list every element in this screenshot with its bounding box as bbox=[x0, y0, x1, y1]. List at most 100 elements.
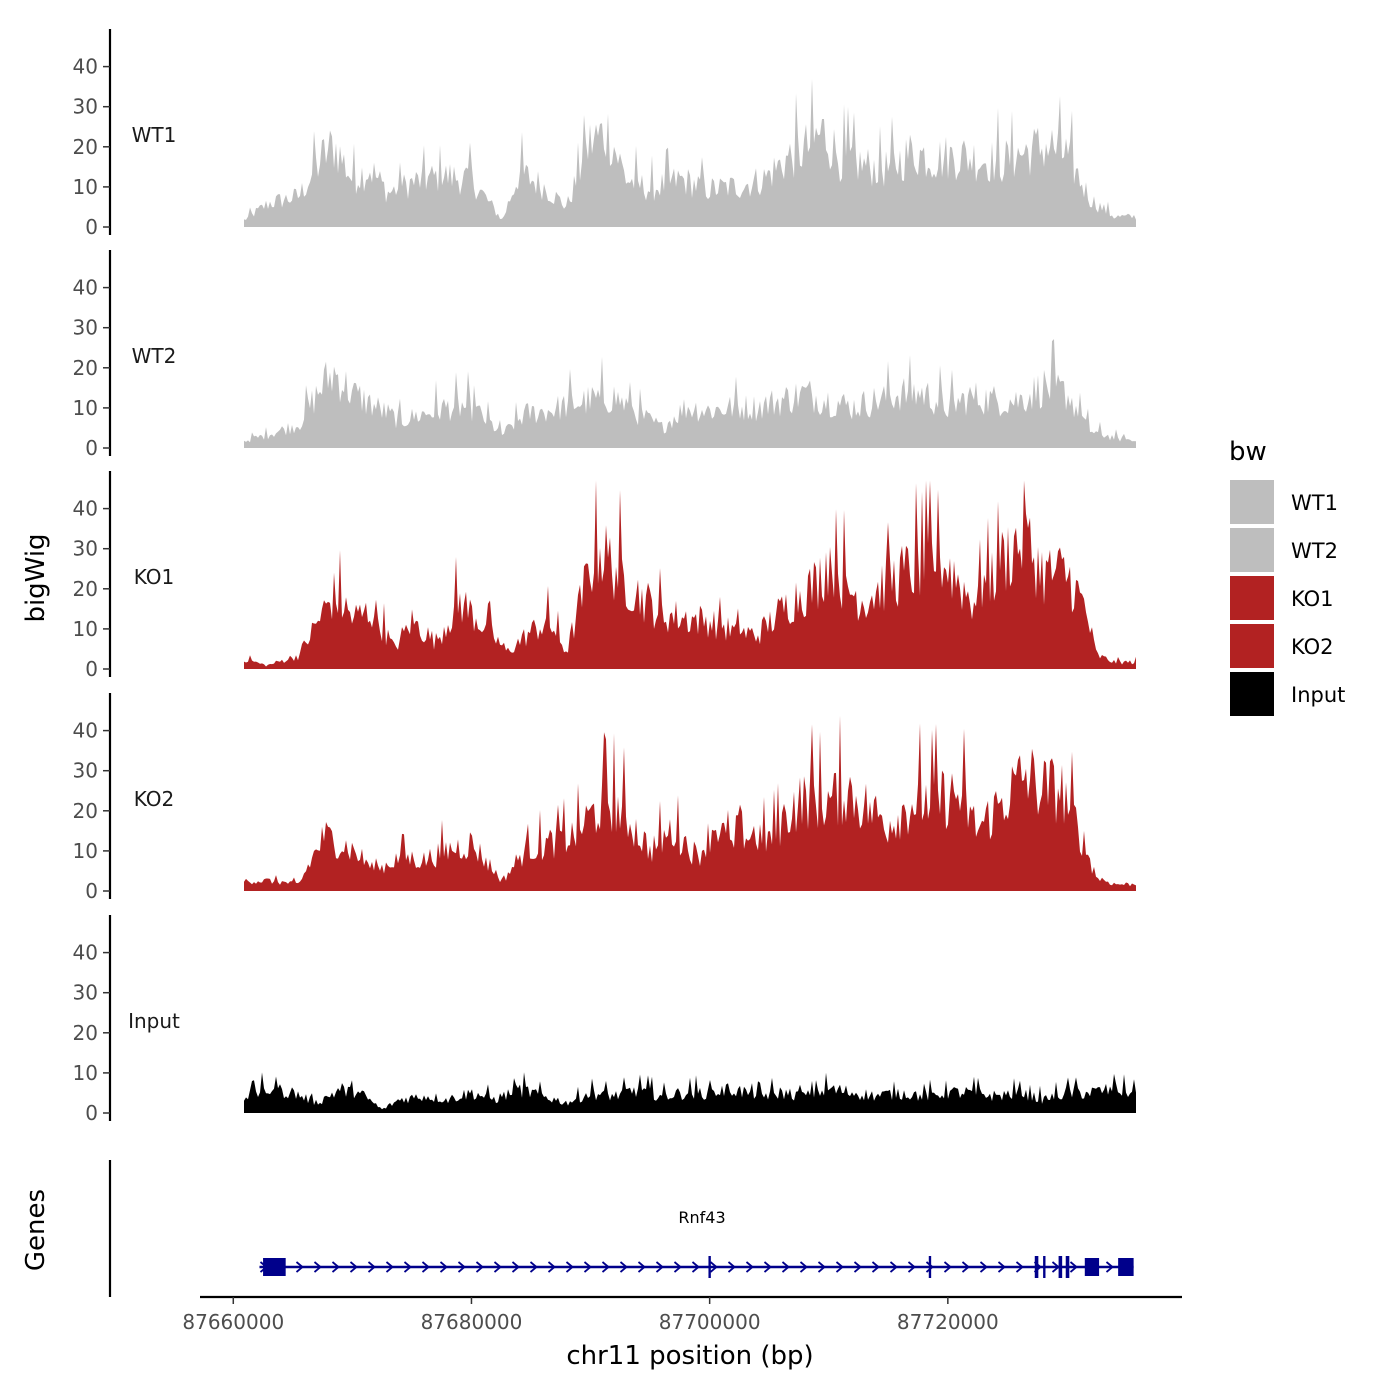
tracks-layer: 0 10 20 30 40 WT1 0 10 20 30 40 WT2 0 10 20 30 40 KO1 0 10 2… bbox=[73, 29, 1136, 1125]
strand-arrow bbox=[1015, 1261, 1024, 1273]
y-tick-label: 20 bbox=[73, 799, 98, 823]
y-tick-label: 40 bbox=[73, 497, 98, 521]
y-tick-label: 10 bbox=[73, 175, 98, 199]
exon bbox=[1058, 1256, 1063, 1278]
strand-arrow bbox=[997, 1261, 1006, 1273]
strand-arrow bbox=[529, 1261, 538, 1273]
coverage-area-ko1 bbox=[244, 480, 1136, 669]
x-axis: 87660000 87680000 87700000 87720000 bbox=[182, 1295, 1182, 1334]
strand-arrow bbox=[565, 1261, 574, 1273]
y-tick-label: 0 bbox=[85, 1101, 98, 1125]
y-tick-label: 30 bbox=[73, 316, 98, 340]
strand-arrow bbox=[637, 1261, 646, 1273]
track-ko1: 0 10 20 30 40 KO1 bbox=[73, 471, 1136, 681]
exon bbox=[1084, 1258, 1100, 1276]
strand-arrow bbox=[511, 1261, 520, 1273]
strand-arrow bbox=[763, 1261, 772, 1273]
y-tick-label: 40 bbox=[73, 719, 98, 743]
y-tick-label: 30 bbox=[73, 981, 98, 1005]
strand-arrow bbox=[313, 1261, 322, 1273]
strand-arrow bbox=[547, 1261, 556, 1273]
exon bbox=[1043, 1256, 1046, 1278]
legend-key-wt1 bbox=[1230, 480, 1274, 524]
legend-key-wt2 bbox=[1230, 528, 1274, 572]
strand-arrow bbox=[925, 1261, 934, 1273]
strand-arrow bbox=[745, 1261, 754, 1273]
strand-arrow bbox=[853, 1261, 862, 1273]
strand-arrow bbox=[781, 1261, 790, 1273]
y-tick-label: 40 bbox=[73, 941, 98, 965]
genes-axis-title: Genes bbox=[21, 1189, 51, 1271]
legend-label-ko1: KO1 bbox=[1291, 587, 1334, 611]
strand-arrow bbox=[439, 1261, 448, 1273]
y-tick-label: 0 bbox=[85, 879, 98, 903]
strand-arrow bbox=[619, 1261, 628, 1273]
track-wt2: 0 10 20 30 40 WT2 bbox=[73, 250, 1136, 460]
legend-key-input bbox=[1230, 672, 1274, 716]
y-tick-label: 10 bbox=[73, 839, 98, 863]
track-wt1: 0 10 20 30 40 WT1 bbox=[73, 29, 1136, 239]
strand-arrow bbox=[799, 1261, 808, 1273]
y-axis-title: bigWig bbox=[21, 533, 51, 622]
y-tick-label: 10 bbox=[73, 617, 98, 641]
strand-arrow bbox=[979, 1261, 988, 1273]
coverage-area-ko2 bbox=[244, 715, 1136, 891]
x-tick-label: 87660000 bbox=[182, 1310, 284, 1334]
coverage-area-wt2 bbox=[244, 339, 1136, 448]
strand-arrow bbox=[295, 1261, 304, 1273]
strand-arrow bbox=[493, 1261, 502, 1273]
strand-arrow bbox=[583, 1261, 592, 1273]
y-tick-label: 10 bbox=[73, 396, 98, 420]
strand-arrow bbox=[727, 1261, 736, 1273]
strand-arrow bbox=[475, 1261, 484, 1273]
legend-title: bw bbox=[1229, 437, 1267, 467]
track-label: KO2 bbox=[134, 787, 175, 811]
strand-arrow bbox=[421, 1261, 430, 1273]
track-ko2: 0 10 20 30 40 KO2 bbox=[73, 693, 1136, 903]
gene-name-label: Rnf43 bbox=[678, 1208, 725, 1227]
track-label: WT1 bbox=[132, 123, 177, 147]
legend-key-ko1 bbox=[1230, 576, 1274, 620]
y-tick-label: 30 bbox=[73, 759, 98, 783]
y-tick-label: 0 bbox=[85, 215, 98, 239]
strand-arrow bbox=[457, 1261, 466, 1273]
strand-arrow bbox=[349, 1261, 358, 1273]
legend-label-wt2: WT2 bbox=[1291, 539, 1338, 563]
strand-arrow bbox=[385, 1261, 394, 1273]
track-label: WT2 bbox=[132, 344, 177, 368]
strand-arrow bbox=[367, 1261, 376, 1273]
strand-arrow bbox=[709, 1261, 718, 1273]
x-tick-label: 87680000 bbox=[421, 1310, 523, 1334]
strand-arrow bbox=[1069, 1261, 1078, 1273]
exon bbox=[1118, 1258, 1134, 1276]
y-tick-label: 0 bbox=[85, 657, 98, 681]
y-tick-label: 20 bbox=[73, 1021, 98, 1045]
x-tick-label: 87700000 bbox=[659, 1310, 761, 1334]
strand-arrow bbox=[961, 1261, 970, 1273]
y-tick-label: 20 bbox=[73, 577, 98, 601]
strand-arrow bbox=[889, 1261, 898, 1273]
track-label: Input bbox=[128, 1009, 180, 1033]
y-tick-label: 40 bbox=[73, 276, 98, 300]
track-input: 0 10 20 30 40 Input bbox=[73, 915, 1136, 1125]
track-label: KO1 bbox=[134, 565, 175, 589]
strand-arrow bbox=[943, 1261, 952, 1273]
y-tick-label: 10 bbox=[73, 1061, 98, 1085]
y-tick-label: 40 bbox=[73, 55, 98, 79]
strand-arrow bbox=[1051, 1261, 1060, 1273]
legend: WT1 WT2 KO1 KO2 Input bbox=[1230, 480, 1345, 716]
strand-arrow bbox=[1105, 1261, 1114, 1273]
genes-layer: Rnf43 bbox=[108, 1160, 1134, 1297]
strand-arrow bbox=[331, 1261, 340, 1273]
y-tick-label: 30 bbox=[73, 537, 98, 561]
strand-arrow bbox=[655, 1261, 664, 1273]
y-tick-label: 30 bbox=[73, 95, 98, 119]
coverage-area-wt1 bbox=[244, 78, 1136, 227]
strand-arrow bbox=[673, 1261, 682, 1273]
x-tick-label: 87720000 bbox=[897, 1310, 999, 1334]
exon bbox=[1034, 1256, 1039, 1278]
x-axis-title: chr11 position (bp) bbox=[566, 1341, 813, 1371]
strand-arrow bbox=[907, 1261, 916, 1273]
y-tick-label: 20 bbox=[73, 135, 98, 159]
